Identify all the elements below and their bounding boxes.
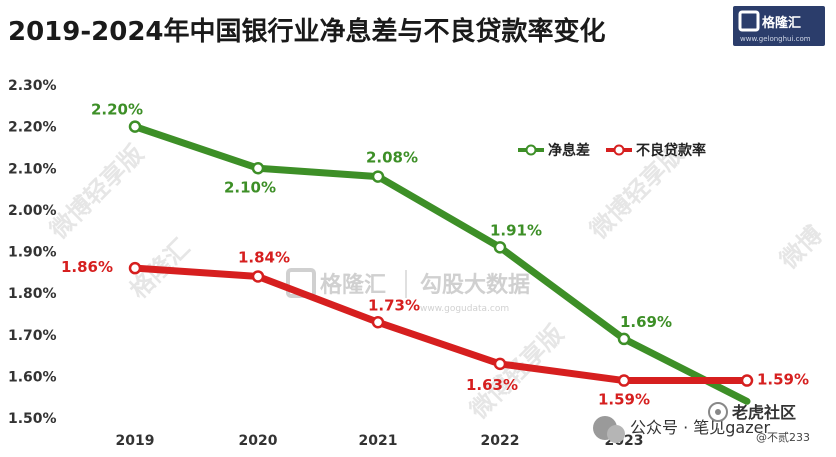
community-handle: @不贰233 [756, 430, 810, 444]
diagonal-watermark: 微博 [774, 221, 828, 275]
data-point-npl [371, 316, 385, 329]
data-label-nim: 1.69% [620, 313, 672, 331]
plot-area: 2.20% 2.10% 2.08% 1.91% 1.69% 1.86% 1.84% 1.73%… [61, 101, 809, 409]
center-watermark-product: 勾股大数据 [420, 272, 530, 298]
y-tick-label: 2.20% [8, 120, 57, 136]
x-tick-label: 2019 [116, 433, 155, 449]
center-watermark: 格隆汇 勾股大数据 www.gogudata.com [286, 268, 530, 314]
logo-text: 格隆汇 [762, 15, 801, 31]
data-label-npl: 1.73% [368, 296, 420, 314]
data-point-nim [493, 241, 507, 254]
data-label-nim: 2.08% [366, 149, 418, 167]
legend: 净息差 不良贷款率 [518, 142, 706, 159]
data-point-npl [493, 357, 507, 371]
data-point-npl [128, 261, 142, 275]
x-tick-label: 2020 [239, 433, 278, 449]
wechat-account-label: 公众号 · 笔见gazer [630, 418, 770, 437]
community-icon [708, 402, 728, 422]
y-tick-label: 1.70% [8, 328, 57, 344]
legend-label-nim: 净息差 [548, 142, 590, 159]
center-watermark-url: www.gogudata.com [420, 304, 509, 314]
y-tick-label: 1.50% [8, 411, 57, 427]
wechat-icon [593, 416, 625, 443]
data-point-npl [740, 374, 754, 387]
x-tick-label: 2021 [359, 433, 398, 449]
brand-logo: 格隆汇 www.gelonghui.com [733, 6, 825, 46]
data-label-nim: 2.20% [91, 101, 143, 119]
y-tick-label: 1.60% [8, 369, 57, 385]
data-point-nim [617, 332, 631, 346]
chart-title: 2019-2024年中国银行业净息差与不良贷款率变化 [8, 16, 606, 47]
data-label-npl: 1.63% [466, 376, 518, 394]
y-tick-label: 1.90% [8, 245, 57, 261]
diagonal-watermark: 微博轻享版 [44, 140, 149, 245]
x-tick-label: 2022 [481, 433, 520, 449]
logo-url: www.gelonghui.com [740, 35, 811, 43]
x-axis: 2019 2020 2021 2022 2023 [116, 433, 644, 449]
data-label-nim: 2.10% [224, 178, 276, 196]
center-watermark-brand: 格隆汇 [320, 272, 386, 298]
series-line-npl [131, 264, 751, 385]
data-point-nim [371, 170, 385, 183]
data-point-npl [617, 374, 631, 387]
y-axis: 1.50% 1.60% 1.70% 1.80% 1.90% 2.00% 2.10% 2.20%… [8, 78, 57, 427]
footer-overlay: 公众号 · 笔见gazer 老虎社区 @不贰233 [593, 402, 810, 444]
legend-label-npl: 不良贷款率 [636, 142, 706, 159]
data-label-npl: 1.86% [61, 258, 113, 276]
y-tick-label: 1.80% [8, 286, 57, 302]
data-point-npl [251, 270, 265, 283]
data-point-nim [128, 120, 142, 133]
y-tick-label: 2.00% [8, 203, 57, 219]
legend-item-npl: 不良贷款率 [606, 142, 706, 159]
data-label-npl: 1.84% [238, 248, 290, 266]
community-label: 老虎社区 [731, 403, 796, 422]
legend-item-nim: 净息差 [518, 142, 590, 159]
data-label-npl: 1.59% [598, 391, 650, 409]
y-tick-label: 2.10% [8, 161, 57, 177]
data-label-nim: 1.91% [490, 221, 542, 239]
series-line-nim [131, 123, 751, 405]
y-tick-label: 2.30% [8, 78, 57, 94]
data-point-nim [251, 162, 265, 175]
data-label-npl: 1.59% [757, 371, 809, 389]
